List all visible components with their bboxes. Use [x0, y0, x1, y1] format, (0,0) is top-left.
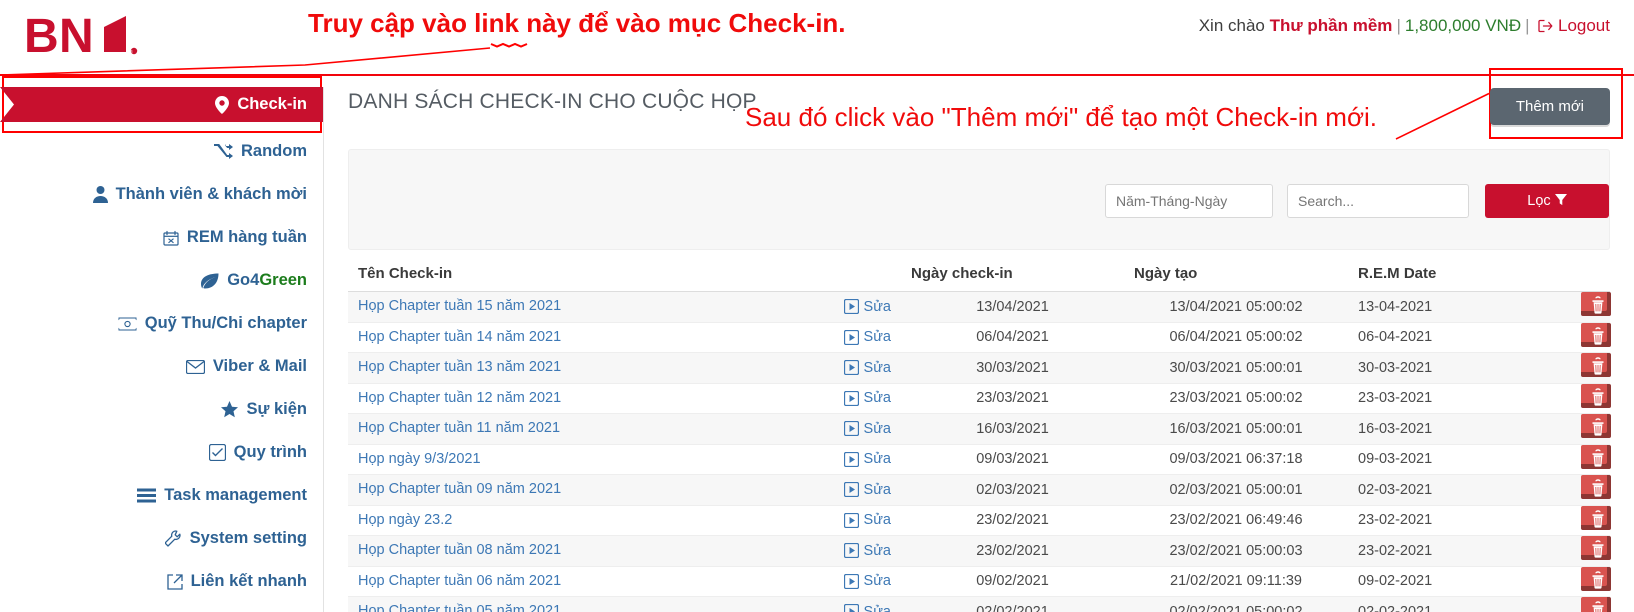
svg-text:N: N [59, 12, 93, 62]
svg-text:B: B [24, 12, 58, 62]
